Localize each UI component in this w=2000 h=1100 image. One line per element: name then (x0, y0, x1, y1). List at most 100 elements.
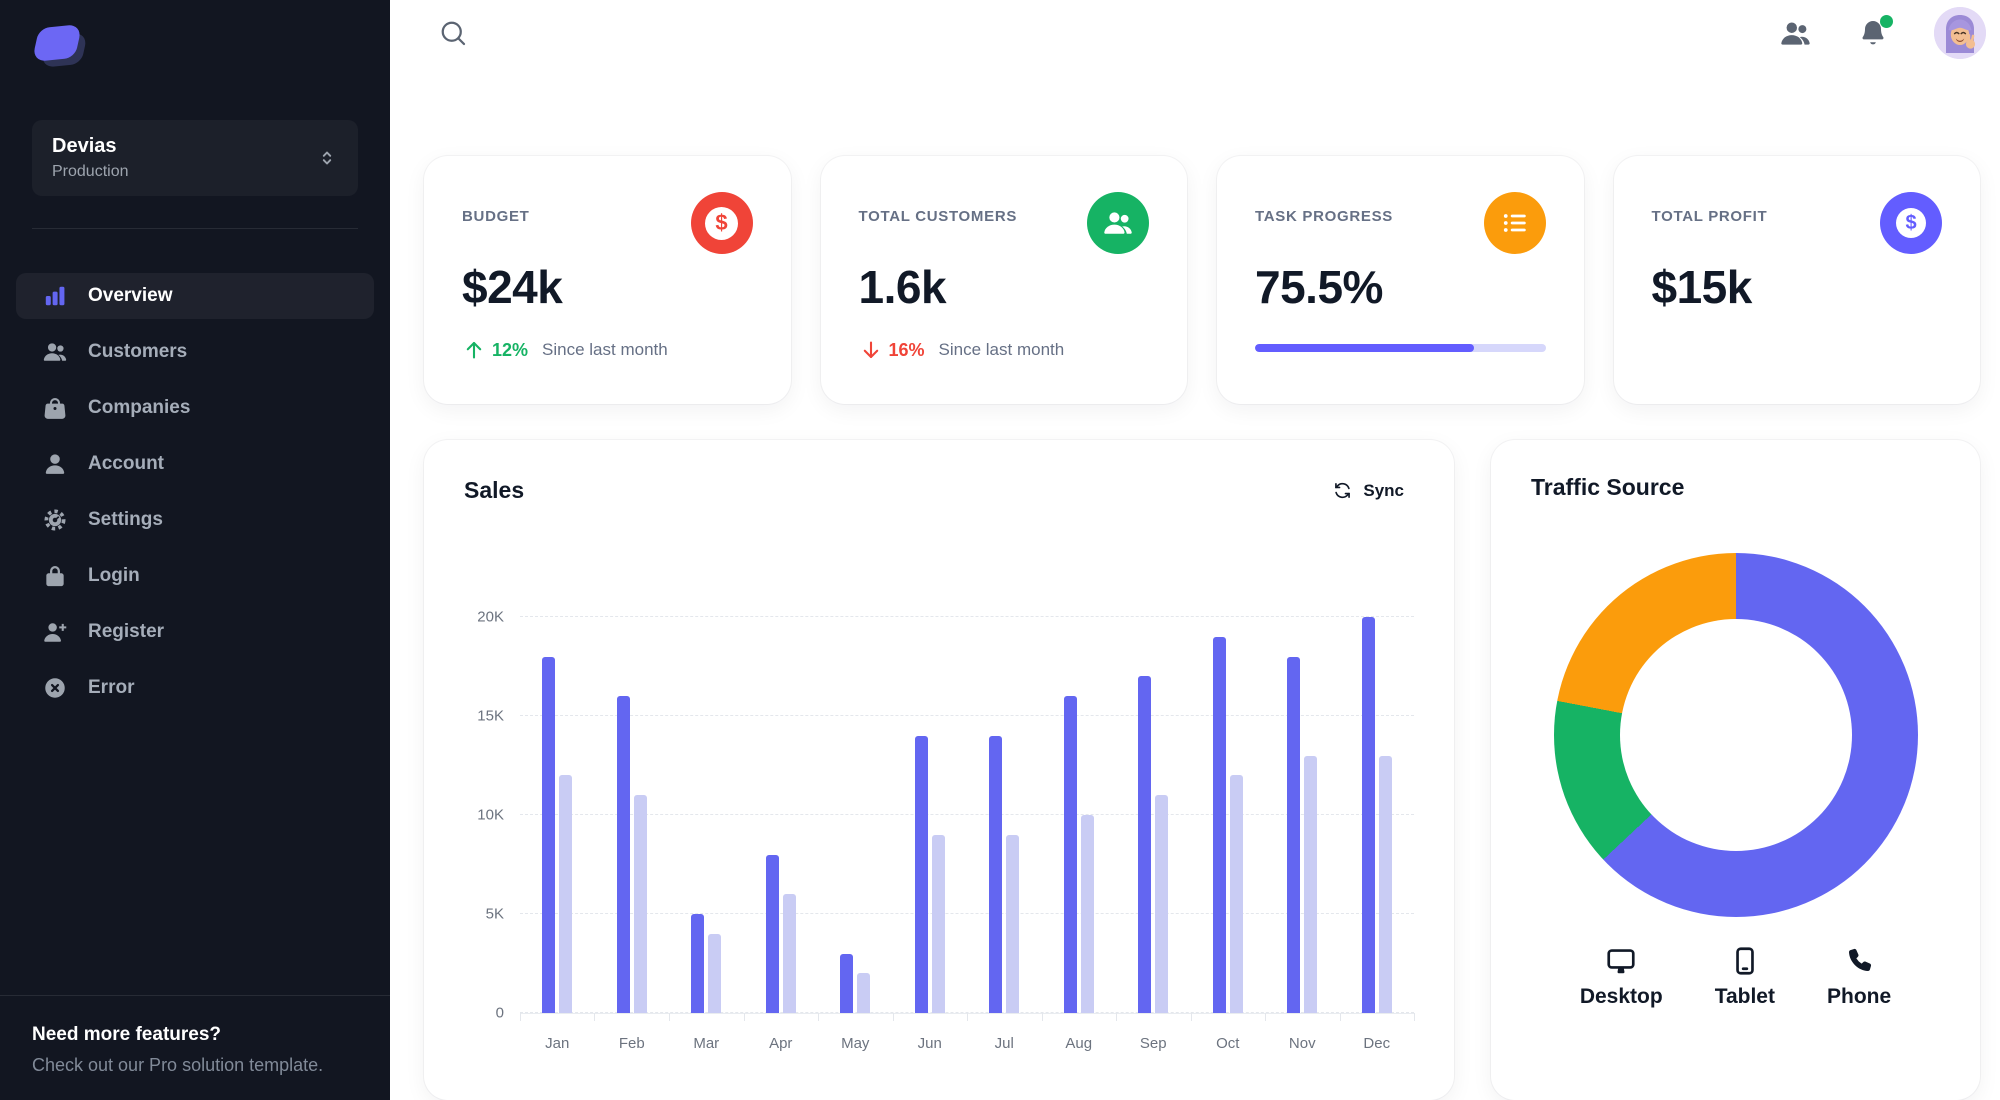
x-axis-tick (668, 1013, 670, 1021)
traffic-title: Traffic Source (1531, 474, 1685, 500)
sidebar-footer: Need more features? Check out our Pro so… (0, 995, 390, 1100)
currency-dollar-icon: $ (705, 206, 738, 240)
x-axis-tick (1115, 1013, 1117, 1021)
list-bullets-icon (1503, 214, 1526, 232)
contacts-users-icon[interactable] (1779, 17, 1812, 50)
sidebar-item-account[interactable]: Account (16, 441, 374, 487)
sync-label: Sync (1363, 480, 1404, 500)
sync-button[interactable]: Sync (1322, 474, 1414, 507)
phone-icon (1843, 945, 1875, 977)
stat-value: 1.6k (858, 261, 947, 313)
total-profit-card: Total Profit $ $15k (1613, 156, 1980, 404)
sales-plot-area: 0 5K 10K 15K 20K Jan Feb Mar Apr May Jun Jul Aug Sep O… (477, 609, 1415, 1052)
sidebar-item-label: Settings (88, 509, 163, 530)
sales-bar (931, 834, 945, 1013)
y-axis-tick-label: 0 (495, 1004, 504, 1022)
sidebar-item-register[interactable]: Register (16, 609, 374, 655)
gear-icon (42, 507, 68, 533)
search-icon[interactable] (438, 18, 468, 48)
sidebar-item-overview[interactable]: Overview (16, 273, 374, 319)
sales-bar (1229, 775, 1243, 1013)
user-icon (42, 451, 68, 477)
sidebar-footer-title: Need more features? (32, 1024, 222, 1045)
x-circle-icon (42, 675, 68, 701)
month-label: Jul (994, 1035, 1014, 1052)
tablet-icon (1729, 945, 1761, 977)
sales-bar (1138, 676, 1152, 1013)
stat-label: Budget (462, 208, 530, 225)
bar-group-sep (1116, 617, 1191, 1013)
sidebar-item-companies[interactable]: Companies (16, 385, 374, 431)
month-label: May (841, 1035, 870, 1052)
sidebar-item-label: Register (88, 621, 165, 642)
x-axis-tick (520, 1013, 521, 1021)
topbar (390, 0, 2000, 66)
sidebar-item-error[interactable]: Error (16, 665, 374, 711)
month-label: Dec (1363, 1035, 1391, 1052)
gridline (520, 814, 1414, 815)
sales-bar (708, 933, 722, 1013)
sidebar-item-label: Error (88, 677, 135, 698)
arrow-down-icon (859, 338, 883, 362)
trend-value: 12% (492, 339, 529, 360)
traffic-source-card: Traffic Source Desktop (1491, 440, 1980, 1100)
sidebar-item-label: Customers (88, 341, 188, 362)
stat-value: $15k (1651, 261, 1753, 313)
bar-group-apr (744, 617, 819, 1013)
sidebar-item-settings[interactable]: Settings (16, 497, 374, 543)
sidebar-item-label: Overview (88, 285, 173, 306)
sales-bar (1287, 656, 1301, 1013)
x-axis-tick (817, 1013, 819, 1021)
sales-bar (1304, 755, 1318, 1013)
budget-card: Budget $ $24k 12% Since last month (424, 156, 791, 404)
month-label: Apr (769, 1035, 793, 1052)
currency-dollar-icon: $ (1896, 208, 1926, 238)
task-progress-fill (1255, 344, 1475, 352)
user-avatar[interactable] (1934, 7, 1986, 59)
total-customers-card: Total Customers 1.6k 16% Since last mont… (820, 156, 1187, 404)
bar-group-nov (1265, 617, 1340, 1013)
stat-label: Task Progress (1255, 208, 1394, 225)
arrow-up-icon (462, 338, 486, 362)
bar-group-jun (893, 617, 968, 1013)
x-axis-tick (892, 1013, 894, 1021)
budget-dollar-icon: $ (690, 192, 753, 254)
sales-bar (782, 894, 796, 1013)
sales-bar (840, 953, 854, 1013)
customers-users-icon (1087, 192, 1149, 254)
sidebar-divider (32, 228, 358, 229)
month-label: Mar (693, 1035, 720, 1052)
traffic-legend: Desktop Tablet Phone (1491, 945, 1980, 1009)
refresh-icon (1335, 482, 1351, 499)
x-axis-tick (1041, 1013, 1043, 1021)
devias-logo[interactable] (31, 23, 90, 70)
sidebar-item-login[interactable]: Login (16, 553, 374, 599)
chart-bar-icon (42, 283, 68, 309)
workspace-selector[interactable]: Devias Production (32, 120, 358, 196)
gridline (520, 1012, 1414, 1013)
sidebar-item-customers[interactable]: Customers (16, 329, 374, 375)
task-list-icon (1483, 192, 1546, 254)
x-axis-tick (1190, 1013, 1192, 1021)
avatar-memoji (1934, 7, 1986, 59)
legend-label: Phone (1826, 985, 1892, 1008)
y-axis-tick-label: 10K (477, 806, 504, 824)
sidebar-item-label: Companies (88, 397, 191, 418)
notification-badge-dot (1880, 15, 1893, 28)
sales-bar (1155, 795, 1169, 1013)
y-axis-tick-label: 20K (477, 608, 504, 626)
notifications-button[interactable] (1858, 15, 1893, 48)
sidebar-item-label: Login (88, 565, 140, 586)
sales-bar (559, 775, 573, 1013)
sales-bar (633, 795, 647, 1013)
sidebar: Devias Production Overview Custo (0, 0, 390, 1100)
sales-chart-card: Sales Sync 0 5K 10K 15K 20K Jan Feb Mar Apr May Ju… (424, 440, 1454, 1100)
x-axis-labels: Jan Feb Mar Apr May Jun Jul Aug Sep Oct Nov Dec (520, 1035, 1414, 1052)
stats-row: Budget $ $24k 12% Since last month (424, 156, 1980, 404)
sales-bar (616, 696, 630, 1013)
month-label: Jun (917, 1035, 942, 1052)
bar-group-aug (1042, 617, 1117, 1013)
bar-group-feb (595, 617, 670, 1013)
sales-bar (914, 735, 928, 1013)
bar-group-oct (1191, 617, 1266, 1013)
